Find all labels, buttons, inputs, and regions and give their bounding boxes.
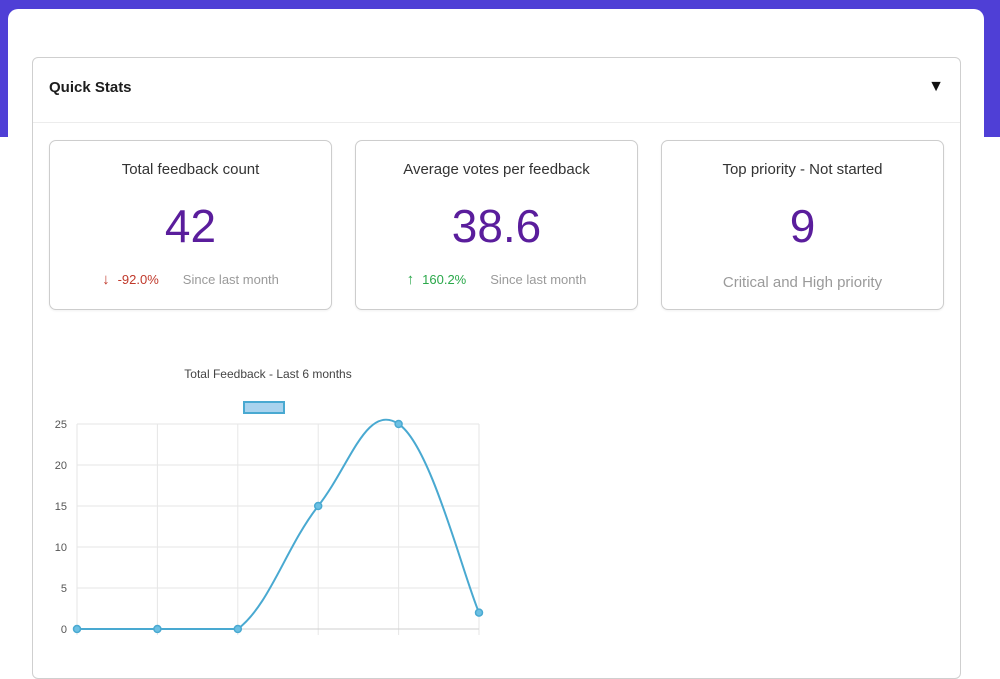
- delta-value: -92.0%: [117, 272, 159, 287]
- stat-label: Average votes per feedback: [403, 161, 590, 178]
- data-point: [233, 624, 243, 634]
- delta-indicator: ↓ -92.0%: [102, 271, 159, 288]
- chart-title: Total Feedback - Last 6 months: [184, 367, 351, 381]
- stat-footer: ↓ -92.0% Since last month: [50, 271, 331, 288]
- stat-label: Top priority - Not started: [722, 161, 883, 178]
- quick-stats-header[interactable]: Quick Stats ▼: [33, 58, 960, 123]
- delta-value: 160.2%: [422, 272, 467, 287]
- y-tick-label: 25: [55, 419, 67, 431]
- triangle-down-icon[interactable]: ▼: [928, 78, 944, 95]
- data-point: [474, 608, 484, 617]
- y-tick-label: 0: [61, 624, 67, 636]
- chart-svg: Total Feedback - Last 6 months 0 5 10 15 20 25: [55, 367, 484, 636]
- stat-label: Total feedback count: [121, 161, 260, 178]
- data-point: [72, 624, 82, 634]
- data-point: [153, 624, 162, 634]
- arrow-up-icon: ↑: [406, 271, 415, 288]
- stat-footer: ↑ 160.2% Since last month: [356, 271, 637, 288]
- stat-note: Critical and High priority: [722, 274, 883, 291]
- stat-card-total-feedback: Total feedback count 42 ↓ -92.0% Since l…: [49, 140, 332, 310]
- y-tick-label: 10: [55, 542, 67, 554]
- since-label: Since last month: [490, 272, 587, 287]
- quick-stats-card: Quick Stats ▼ Total feedback count 42 ↓ …: [32, 57, 961, 679]
- since-label: Since last month: [182, 272, 279, 287]
- y-tick-label: 20: [55, 460, 67, 472]
- arrow-down-icon: ↓: [102, 271, 110, 288]
- data-point: [313, 501, 323, 511]
- delta-indicator: ↑ 160.2%: [407, 271, 467, 288]
- stat-card-average-votes: Average votes per feedback 38.6 ↑ 160.2%…: [355, 140, 638, 310]
- stat-value: 42: [164, 200, 217, 252]
- quick-stats-title: Quick Stats: [49, 79, 132, 96]
- feedback-line-chart: Total Feedback - Last 6 months 0 5 10 15 20 25: [43, 358, 513, 648]
- stat-value: 9: [789, 200, 816, 252]
- series-line: [76, 418, 480, 630]
- stat-card-top-priority: Top priority - Not started 9 Critical an…: [661, 140, 944, 310]
- legend-swatch: [243, 401, 285, 414]
- stat-value: 38.6: [451, 200, 542, 252]
- y-tick-label: 5: [61, 583, 67, 595]
- data-point: [394, 419, 403, 429]
- y-tick-label: 15: [55, 501, 67, 513]
